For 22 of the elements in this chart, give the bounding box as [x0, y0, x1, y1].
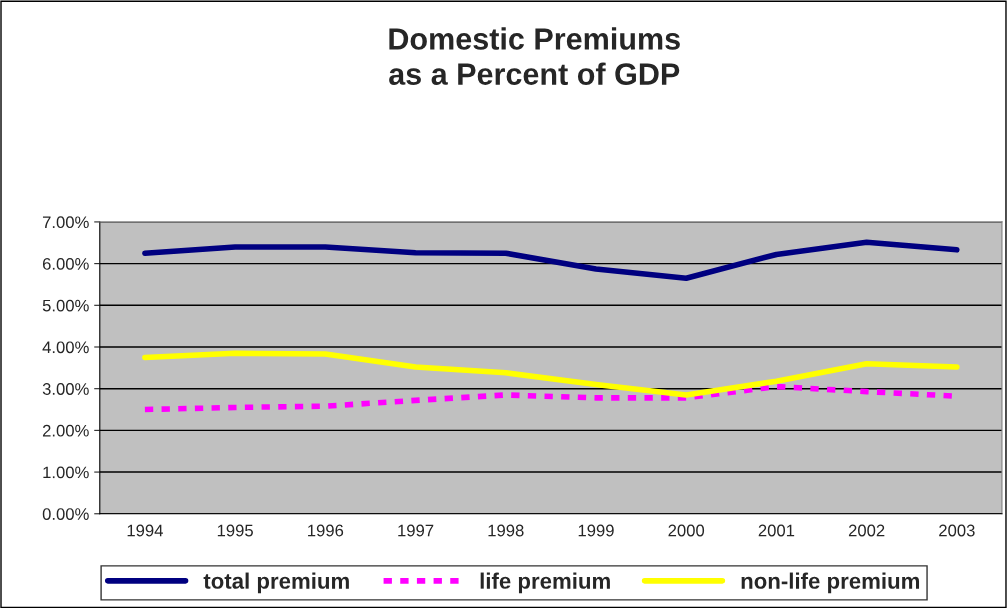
legend-label: non-life premium	[741, 572, 920, 594]
x-tick-label: 2001	[758, 524, 795, 537]
y-tick-label: 3.00%	[42, 383, 89, 395]
x-tick-label: 2000	[668, 524, 705, 537]
y-tick-label: 0.00%	[42, 508, 89, 520]
y-tick-label: 5.00%	[42, 299, 89, 312]
x-tick-label: 1999	[578, 524, 614, 537]
x-tick-label: 2002	[848, 524, 885, 537]
x-tick-label: 1996	[308, 524, 344, 537]
chart-title: Domestic Premiums as a Percent of GDP	[389, 27, 680, 85]
y-tick-label: 1.00%	[43, 466, 89, 479]
x-tick-label: 1994	[127, 524, 163, 537]
x-tick-label: 1998	[488, 524, 524, 537]
x-tick-label: 1997	[398, 524, 434, 537]
y-tick-label: 6.00%	[42, 258, 89, 270]
y-tick-label: 4.00%	[42, 341, 89, 354]
legend-label: life premium	[480, 572, 610, 594]
y-tick-label: 7.00%	[42, 216, 89, 229]
y-tick-label: 2.00%	[42, 424, 89, 437]
x-tick-label: 1995	[217, 524, 253, 537]
x-tick-label: 2003	[939, 524, 975, 537]
legend-label: total premium	[203, 572, 349, 594]
